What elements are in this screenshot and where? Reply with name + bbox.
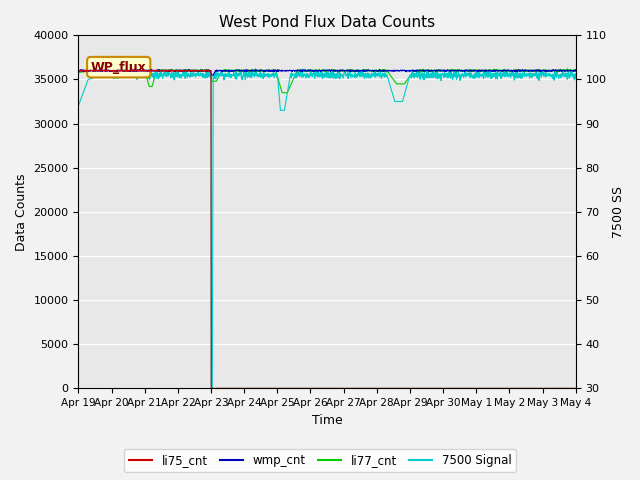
X-axis label: Time: Time (312, 414, 342, 427)
Y-axis label: Data Counts: Data Counts (15, 173, 28, 251)
Text: WP_flux: WP_flux (91, 60, 147, 73)
Legend: li75_cnt, wmp_cnt, li77_cnt, 7500 Signal: li75_cnt, wmp_cnt, li77_cnt, 7500 Signal (124, 449, 516, 472)
Y-axis label: 7500 SS: 7500 SS (612, 186, 625, 238)
Title: West Pond Flux Data Counts: West Pond Flux Data Counts (219, 15, 435, 30)
